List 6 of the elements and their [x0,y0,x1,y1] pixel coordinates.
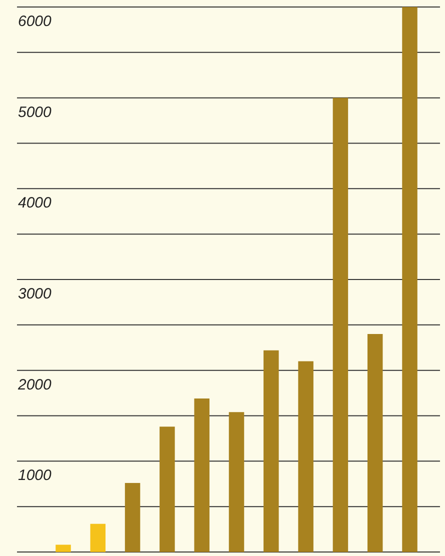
y-tick-label: 5000 [18,104,52,121]
y-tick-label: 1000 [18,467,52,484]
y-tick-label: 6000 [18,13,52,30]
y-tick-label: 4000 [18,194,52,212]
y-tick-label: 2000 [17,376,52,394]
y-tick-label: 3000 [18,286,52,302]
